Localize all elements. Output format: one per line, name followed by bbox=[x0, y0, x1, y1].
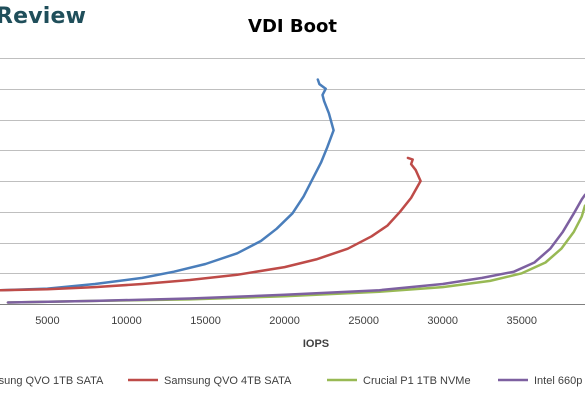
x-axis-ticks: 5000 10000 15000 20000 25000 30000 35000 bbox=[35, 315, 537, 327]
x-tick-label: 15000 bbox=[190, 315, 221, 327]
x-tick-label: 10000 bbox=[111, 315, 142, 327]
site-logo: Review bbox=[0, 4, 87, 29]
legend: Samsung QVO 1TB SATA Samsung QVO 4TB SATA… bbox=[0, 375, 585, 387]
x-tick-label: 25000 bbox=[348, 315, 379, 327]
series-line bbox=[0, 156, 422, 292]
x-axis-label: IOPS bbox=[303, 338, 329, 350]
x-tick-label: 30000 bbox=[427, 315, 458, 327]
series-lines bbox=[0, 78, 585, 304]
series-line bbox=[0, 78, 335, 292]
legend-label: Samsung QVO 1TB SATA bbox=[0, 375, 104, 387]
gridlines bbox=[0, 58, 585, 305]
legend-label: Crucial P1 1TB NVMe bbox=[363, 375, 471, 387]
legend-label: Intel 660p 1TB NVMe bbox=[534, 375, 585, 387]
series-line bbox=[6, 193, 585, 304]
chart-title: VDI Boot bbox=[248, 16, 337, 37]
legend-label: Samsung QVO 4TB SATA bbox=[164, 375, 292, 387]
x-tick-label: 5000 bbox=[35, 315, 59, 327]
x-tick-label: 20000 bbox=[269, 315, 300, 327]
x-tick-label: 35000 bbox=[506, 315, 537, 327]
